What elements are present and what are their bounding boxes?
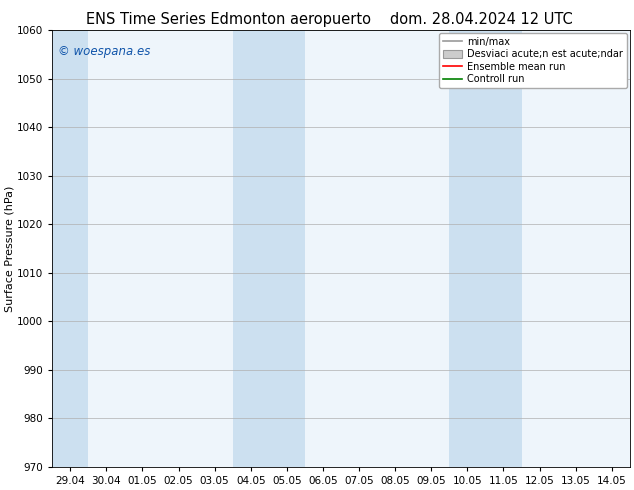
Bar [450,30,522,467]
Legend: min/max, Desviaci acute;n est acute;ndar, Ensemble mean run, Controll run: min/max, Desviaci acute;n est acute;ndar… [439,33,627,88]
Y-axis label: Surface Pressure (hPa): Surface Pressure (hPa) [4,185,14,312]
Bar [52,30,88,467]
Bar [233,30,305,467]
Text: dom. 28.04.2024 12 UTC: dom. 28.04.2024 12 UTC [391,12,573,27]
Text: © woespana.es: © woespana.es [58,46,150,58]
Text: ENS Time Series Edmonton aeropuerto: ENS Time Series Edmonton aeropuerto [86,12,371,27]
